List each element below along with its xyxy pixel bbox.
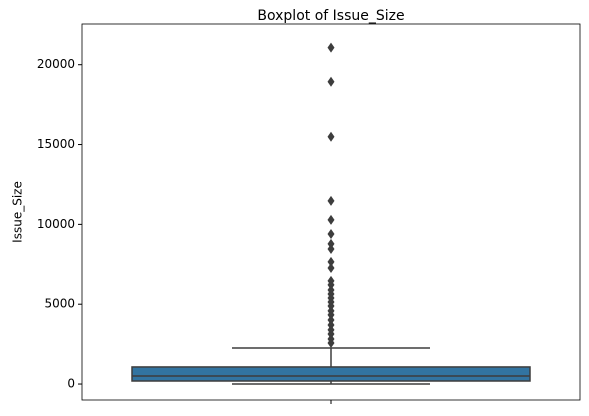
outlier — [327, 238, 335, 249]
y-tick-label: 20000 — [37, 57, 75, 71]
outlier — [327, 338, 335, 349]
outlier — [327, 195, 335, 206]
chart-title: Boxplot of Issue_Size — [257, 8, 404, 24]
y-tick-label: 0 — [67, 377, 75, 391]
outlier — [327, 309, 335, 320]
y-tick-label: 15000 — [37, 137, 75, 151]
outlier — [327, 131, 335, 142]
y-axis-label: Issue_Size — [11, 181, 25, 243]
plot-frame — [81, 23, 581, 401]
box — [131, 366, 531, 382]
y-tick-label: 5000 — [44, 297, 75, 311]
outlier — [327, 279, 335, 290]
outlier — [327, 76, 335, 87]
outlier — [327, 214, 335, 225]
outlier — [327, 262, 335, 273]
outlier — [327, 228, 335, 239]
outlier — [327, 42, 335, 53]
outlier — [327, 256, 335, 267]
outlier — [327, 243, 335, 254]
y-tick-label: 10000 — [37, 217, 75, 231]
